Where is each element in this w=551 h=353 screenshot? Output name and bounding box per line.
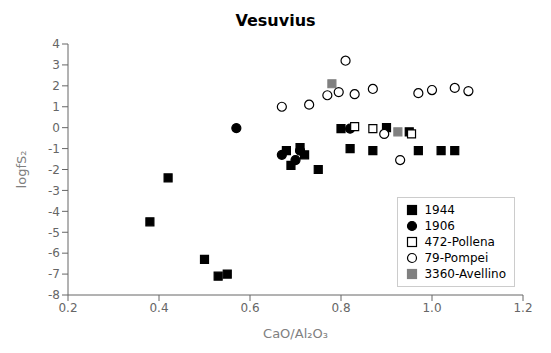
svg-text:0.6: 0.6 xyxy=(240,301,259,315)
svg-text:-1: -1 xyxy=(48,142,60,156)
svg-text:CaO/Al₂O₃: CaO/Al₂O₃ xyxy=(263,326,328,341)
svg-text:logfS₂: logfS₂ xyxy=(14,151,29,189)
html-text:472-Pollena: 472-Pollena xyxy=(424,235,495,249)
svg-text:1: 1 xyxy=(52,100,60,114)
svg-text:-8: -8 xyxy=(48,288,60,302)
html-text:Vesuvius: Vesuvius xyxy=(235,11,316,30)
svg-text:-4: -4 xyxy=(48,205,60,219)
svg-text:2: 2 xyxy=(52,79,60,93)
svg-text:-3: -3 xyxy=(48,184,60,198)
svg-text:-2: -2 xyxy=(48,163,60,177)
svg-text:3: 3 xyxy=(52,58,60,72)
svg-text:1.2: 1.2 xyxy=(513,301,532,315)
html-text:1906: 1906 xyxy=(424,219,455,233)
svg-text:1.0: 1.0 xyxy=(422,301,441,315)
svg-text:0.2: 0.2 xyxy=(58,301,77,315)
svg-text:-5: -5 xyxy=(48,226,60,240)
svg-text:0: 0 xyxy=(52,121,60,135)
html-text:3360-Avellino: 3360-Avellino xyxy=(424,267,506,281)
html-text:1944: 1944 xyxy=(424,203,455,217)
html-text:79-Pompei: 79-Pompei xyxy=(424,251,489,265)
svg-text:0.4: 0.4 xyxy=(149,301,168,315)
svg-text:4: 4 xyxy=(52,37,60,51)
svg-text:-7: -7 xyxy=(48,267,60,281)
svg-text:-6: -6 xyxy=(48,246,60,260)
svg-text:0.8: 0.8 xyxy=(331,301,350,315)
